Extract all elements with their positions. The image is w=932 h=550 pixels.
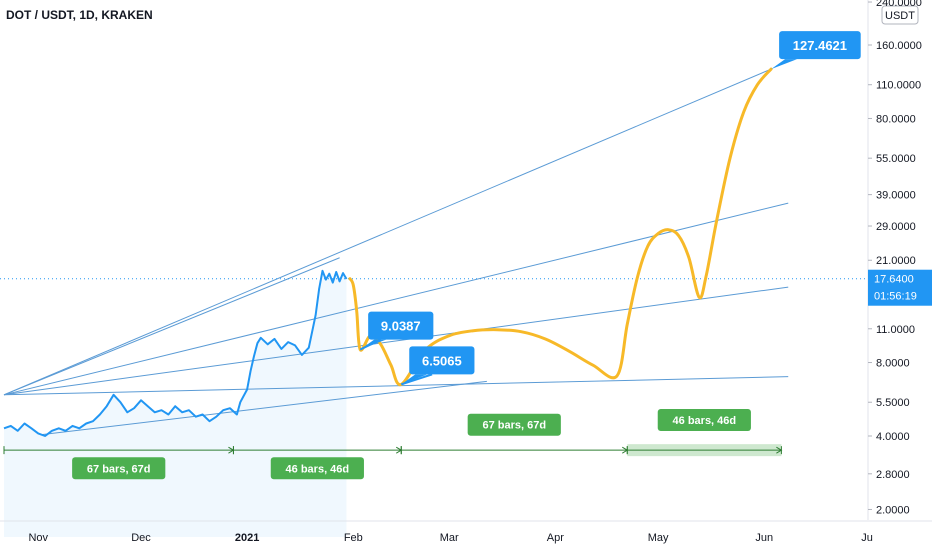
date-range-label-box — [467, 413, 561, 436]
x-tick-label: Dec — [131, 532, 151, 544]
callout-label: 127.4621 — [793, 38, 847, 53]
callout-box[interactable] — [368, 311, 434, 340]
x-tick-label: Ju — [861, 532, 873, 544]
y-tick-label: 11.0000 — [876, 324, 915, 336]
callout-pointer-2 — [400, 373, 433, 386]
y-tick-label: 2.0000 — [876, 504, 910, 516]
y-tick-label: 8.0000 — [876, 358, 910, 370]
date-range-label: 46 bars, 46d — [673, 415, 737, 427]
last-price-label: 17.6400 — [874, 274, 914, 286]
currency-badge[interactable] — [881, 5, 919, 25]
projection-path[interactable] — [348, 67, 773, 387]
fan-line-1[interactable] — [3, 257, 340, 396]
y-tick-label: 80.0000 — [876, 113, 916, 125]
chart-title: DOT / USDT, 1D, KRAKEN — [6, 8, 153, 22]
x-tick-label: May — [648, 532, 669, 544]
price-series-line[interactable] — [3, 269, 348, 437]
fan-line-5[interactable] — [3, 376, 789, 396]
y-tick-label: 5.5000 — [876, 397, 910, 409]
y-tick-label: 55.0000 — [876, 153, 916, 165]
last-price-tag[interactable] — [868, 269, 932, 306]
callout-tail — [360, 339, 387, 350]
y-tick-label: 21.0000 — [876, 255, 916, 267]
callout-tail — [401, 374, 428, 385]
y-tick-label: 29.0000 — [876, 221, 916, 233]
x-tick-label: Apr — [547, 532, 564, 544]
callout-label: 6.5065 — [422, 353, 462, 368]
date-range-label: 46 bars, 46d — [286, 463, 350, 475]
countdown-label: 01:56:19 — [874, 291, 917, 303]
x-tick-label: 2021 — [235, 532, 259, 544]
x-tick-label: Jun — [755, 532, 773, 544]
date-range-label: 67 bars, 67d — [482, 420, 546, 432]
date-range-arrowhead — [776, 446, 783, 454]
callout-box[interactable] — [409, 346, 475, 375]
y-tick-label: 160.0000 — [876, 40, 922, 52]
callout-box[interactable] — [779, 31, 861, 60]
fan-line-3[interactable] — [3, 202, 789, 396]
x-tick-label: Mar — [440, 532, 459, 544]
callout-tail — [771, 59, 798, 70]
x-tick-label: Feb — [344, 532, 363, 544]
currency-label: USDT — [885, 10, 915, 22]
fan-line-2[interactable] — [3, 68, 772, 396]
y-tick-label: 110.0000 — [876, 80, 921, 92]
y-tick-label: 39.0000 — [876, 190, 916, 202]
y-tick-label: 2.8000 — [876, 469, 910, 481]
date-range-label-box — [270, 457, 364, 480]
y-tick-label: 240.0000 — [876, 0, 922, 9]
date-range-label-box — [72, 457, 166, 480]
fan-line-4[interactable] — [3, 286, 789, 396]
date-range-label: 67 bars, 67d — [87, 463, 151, 475]
callout-label: 9.0387 — [381, 319, 421, 334]
y-tick-label: 4.0000 — [876, 431, 910, 443]
fan-line-6[interactable] — [41, 380, 487, 436]
x-tick-label: Nov — [28, 532, 48, 544]
date-range-label-box — [657, 409, 751, 432]
